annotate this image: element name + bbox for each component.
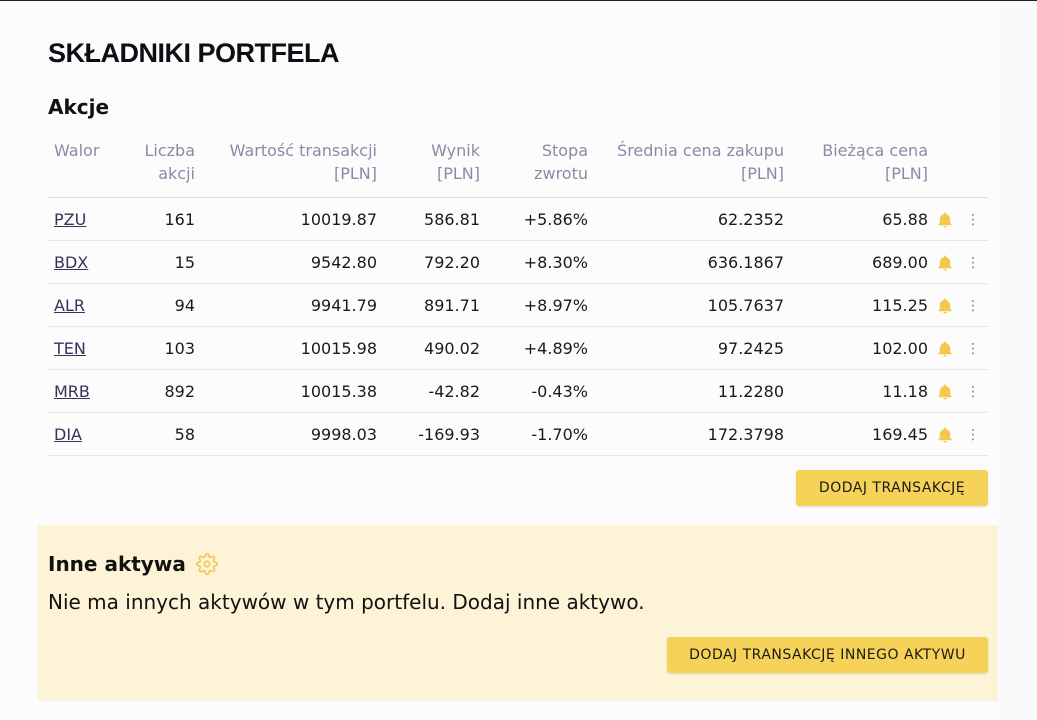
cell-wartosc: 10015.98 xyxy=(195,326,377,370)
cell-stopa: -1.70% xyxy=(480,412,588,456)
cell-wynik: 490.02 xyxy=(377,326,480,370)
table-row: TEN 103 10015.98 490.02 +4.89% 97.2425 102.00 ⋮ xyxy=(48,326,988,370)
cell-actions: ⋮ xyxy=(928,197,988,241)
bell-icon[interactable] xyxy=(936,340,954,358)
cell-actions: ⋮ xyxy=(928,412,988,456)
col-biezaca[interactable]: Bieżąca cena [PLN] xyxy=(784,137,928,198)
table-row: PZU 161 10019.87 586.81 +5.86% 62.2352 65.88 ⋮ xyxy=(48,197,988,241)
add-transaction-button[interactable]: DODAJ TRANSAKCJĘ xyxy=(796,470,988,506)
cell-wynik: -169.93 xyxy=(377,412,480,456)
ticker-link[interactable]: MRB xyxy=(54,381,90,401)
col-wynik[interactable]: Wynik [PLN] xyxy=(377,137,480,198)
cell-wynik: 891.71 xyxy=(377,283,480,327)
ticker-link[interactable]: DIA xyxy=(54,424,82,444)
col-liczba[interactable]: Liczba akcji xyxy=(120,137,195,198)
cell-walor[interactable]: BDX xyxy=(48,240,120,284)
cell-biezaca: 102.00 xyxy=(784,326,928,370)
cell-wynik: 792.20 xyxy=(377,240,480,284)
col-actions xyxy=(928,137,988,198)
col-wartosc[interactable]: Wartość transakcji [PLN] xyxy=(195,137,377,198)
cell-walor[interactable]: DIA xyxy=(48,412,120,456)
cell-wynik: 586.81 xyxy=(377,197,480,241)
cell-actions: ⋮ xyxy=(928,326,988,370)
ticker-link[interactable]: PZU xyxy=(54,209,87,229)
other-assets-title-text: Inne aktywa xyxy=(48,552,186,576)
bell-icon[interactable] xyxy=(936,211,954,229)
holdings-table: Walor Liczba akcji Wartość transakcji [PLN… xyxy=(48,137,988,456)
cell-stopa: +5.86% xyxy=(480,197,588,241)
col-walor[interactable]: Walor xyxy=(48,137,120,198)
ticker-link[interactable]: ALR xyxy=(54,295,85,315)
cell-liczba: 103 xyxy=(120,326,195,370)
cell-srednia: 97.2425 xyxy=(588,326,784,370)
table-row: ALR 94 9941.79 891.71 +8.97% 105.7637 115.25 ⋮ xyxy=(48,283,988,327)
cell-stopa: +4.89% xyxy=(480,326,588,370)
table-row: DIA 58 9998.03 -169.93 -1.70% 172.3798 169.45 ⋮ xyxy=(48,412,988,456)
ticker-link[interactable]: TEN xyxy=(54,338,86,358)
gear-icon[interactable] xyxy=(195,553,218,575)
cell-biezaca: 11.18 xyxy=(784,369,928,413)
cell-srednia: 62.2352 xyxy=(588,197,784,241)
kebab-menu-icon[interactable]: ⋮ xyxy=(966,211,980,228)
cell-stopa: +8.30% xyxy=(480,240,588,284)
stocks-section-title: Akcje xyxy=(48,95,110,119)
table-header-row: Walor Liczba akcji Wartość transakcji [PLN… xyxy=(48,137,988,198)
other-assets-title: Inne aktywa xyxy=(48,552,218,576)
kebab-menu-icon[interactable]: ⋮ xyxy=(966,426,980,443)
cell-wartosc: 10015.38 xyxy=(195,369,377,413)
add-other-asset-button[interactable]: DODAJ TRANSAKCJĘ INNEGO AKTYWU xyxy=(667,637,988,673)
kebab-menu-icon[interactable]: ⋮ xyxy=(966,297,980,314)
page-title: SKŁADNIKI PORTFELA xyxy=(48,38,340,68)
cell-walor[interactable]: MRB xyxy=(48,369,120,413)
cell-stopa: +8.97% xyxy=(480,283,588,327)
cell-stopa: -0.43% xyxy=(480,369,588,413)
bell-icon[interactable] xyxy=(936,254,954,272)
table-row: MRB 892 10015.38 -42.82 -0.43% 11.2280 11.18 ⋮ xyxy=(48,369,988,413)
bell-icon[interactable] xyxy=(936,297,954,315)
col-stopa[interactable]: Stopa zwrotu xyxy=(480,137,588,198)
cell-biezaca: 689.00 xyxy=(784,240,928,284)
scroll-gutter xyxy=(999,1,1037,720)
cell-wartosc: 10019.87 xyxy=(195,197,377,241)
other-assets-empty-text: Nie ma innych aktywów w tym portfelu. Do… xyxy=(48,590,645,614)
cell-wartosc: 9998.03 xyxy=(195,412,377,456)
other-assets-panel: Inne aktywa Nie ma innych aktywów w tym … xyxy=(38,525,998,701)
bell-icon[interactable] xyxy=(936,426,954,444)
cell-biezaca: 115.25 xyxy=(784,283,928,327)
cell-wartosc: 9542.80 xyxy=(195,240,377,284)
cell-wartosc: 9941.79 xyxy=(195,283,377,327)
cell-actions: ⋮ xyxy=(928,283,988,327)
kebab-menu-icon[interactable]: ⋮ xyxy=(966,383,980,400)
kebab-menu-icon[interactable]: ⋮ xyxy=(966,254,980,271)
cell-liczba: 15 xyxy=(120,240,195,284)
bell-icon[interactable] xyxy=(936,383,954,401)
cell-walor[interactable]: PZU xyxy=(48,197,120,241)
cell-liczba: 58 xyxy=(120,412,195,456)
ticker-link[interactable]: BDX xyxy=(54,252,89,272)
top-border xyxy=(0,0,1037,1)
cell-srednia: 11.2280 xyxy=(588,369,784,413)
cell-walor[interactable]: ALR xyxy=(48,283,120,327)
cell-srednia: 636.1867 xyxy=(588,240,784,284)
cell-biezaca: 169.45 xyxy=(784,412,928,456)
cell-actions: ⋮ xyxy=(928,240,988,284)
cell-srednia: 172.3798 xyxy=(588,412,784,456)
cell-srednia: 105.7637 xyxy=(588,283,784,327)
table-row: BDX 15 9542.80 792.20 +8.30% 636.1867 689.00 ⋮ xyxy=(48,240,988,284)
cell-liczba: 94 xyxy=(120,283,195,327)
cell-liczba: 161 xyxy=(120,197,195,241)
cell-biezaca: 65.88 xyxy=(784,197,928,241)
cell-wynik: -42.82 xyxy=(377,369,480,413)
kebab-menu-icon[interactable]: ⋮ xyxy=(966,340,980,357)
col-srednia[interactable]: Średnia cena zakupu [PLN] xyxy=(588,137,784,198)
cell-liczba: 892 xyxy=(120,369,195,413)
cell-actions: ⋮ xyxy=(928,369,988,413)
cell-walor[interactable]: TEN xyxy=(48,326,120,370)
